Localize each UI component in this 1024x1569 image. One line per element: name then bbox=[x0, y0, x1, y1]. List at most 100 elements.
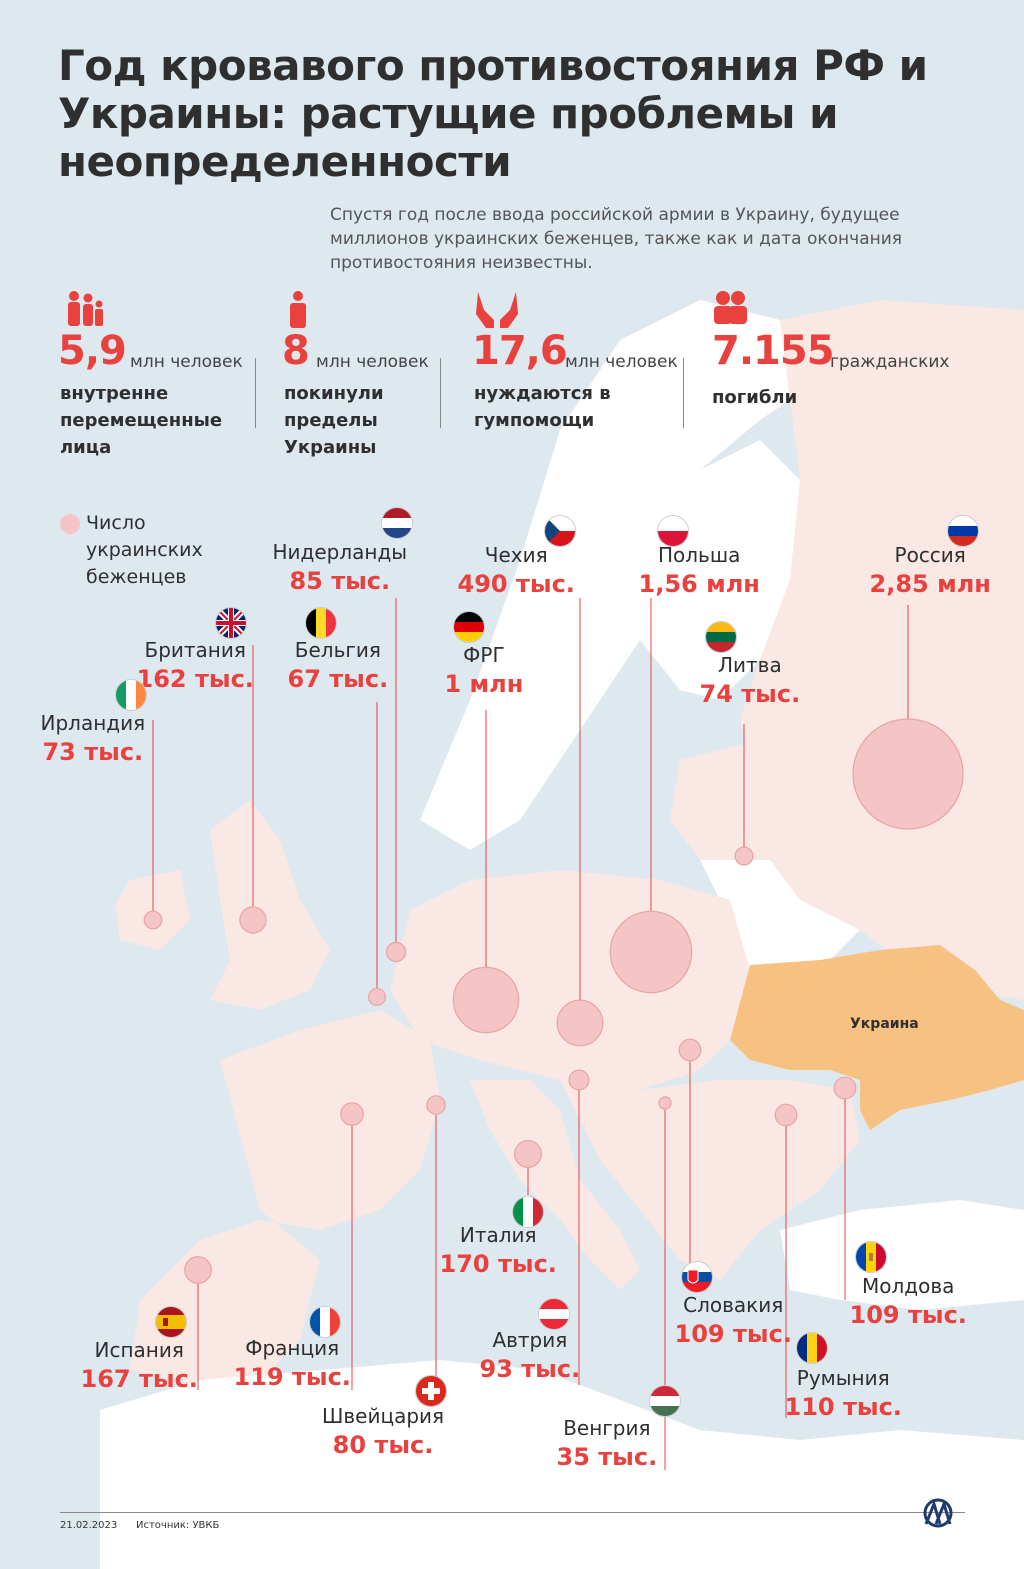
refugee-bubble-czechia bbox=[556, 999, 604, 1047]
refugee-bubble-russia bbox=[852, 718, 964, 830]
footer-source: Источник: УВКБ bbox=[136, 1520, 220, 1531]
refugee-count: 2,85 млн bbox=[869, 570, 991, 598]
country-label-germany: ФРГ 1 млн bbox=[445, 641, 524, 699]
refugee-count: 167 тыс. bbox=[80, 1365, 198, 1393]
refugee-bubble-switzerland bbox=[426, 1095, 446, 1115]
refugee-bubble-belgium bbox=[368, 987, 387, 1006]
stat-label: погибли bbox=[712, 387, 798, 408]
stat-value: 7.155 bbox=[712, 328, 835, 374]
country-label-netherlands: Нидерланды 85 тыс. bbox=[273, 538, 408, 596]
country-label-czechia: Чехия 490 тыс. bbox=[458, 541, 575, 599]
stat-unit: млн человек bbox=[316, 352, 429, 372]
lithuania-flag-icon bbox=[705, 621, 737, 653]
scandinavia-land bbox=[420, 300, 820, 850]
country-name: Словакия bbox=[683, 1293, 784, 1317]
country-label-austria: Автрия 93 тыс. bbox=[480, 1326, 581, 1384]
country-name: ФРГ bbox=[463, 643, 505, 667]
refugee-count: 109 тыс. bbox=[849, 1301, 967, 1329]
poland-flag-icon bbox=[657, 515, 689, 547]
switzerland-flag-icon bbox=[415, 1375, 447, 1407]
spain-flag-icon bbox=[155, 1306, 187, 1338]
refugee-count: 73 тыс. bbox=[42, 738, 144, 766]
refugee-count: 109 тыс. bbox=[674, 1320, 792, 1348]
refugee-bubble-moldova bbox=[833, 1076, 857, 1100]
country-label-italy: Италия 170 тыс. bbox=[440, 1221, 557, 1279]
refugee-count: 119 тыс. bbox=[233, 1363, 351, 1391]
stat-value: 8 bbox=[282, 328, 310, 374]
stat-value: 17,6 bbox=[472, 328, 568, 374]
refugee-count: 162 тыс. bbox=[136, 665, 254, 693]
slovakia-flag-icon bbox=[681, 1261, 713, 1293]
country-label-slovakia: Словакия 109 тыс. bbox=[675, 1291, 792, 1349]
country-name: Венгрия bbox=[563, 1416, 651, 1440]
refugee-bubble-lithuania bbox=[734, 846, 754, 866]
hands-icon bbox=[476, 292, 518, 328]
czechia-flag-icon bbox=[544, 515, 576, 547]
france-flag-icon bbox=[309, 1306, 341, 1338]
country-label-spain: Испания 167 тыс. bbox=[81, 1336, 198, 1394]
refugee-count: 74 тыс. bbox=[699, 680, 801, 708]
country-label-belgium: Бельгия 67 тыс. bbox=[288, 636, 389, 694]
stat-unit: млн человек bbox=[565, 352, 678, 372]
refugee-count: 80 тыс. bbox=[332, 1431, 434, 1459]
north-africa-land bbox=[100, 1360, 1024, 1569]
germany-flag-icon bbox=[453, 611, 485, 643]
refugee-count: 35 тыс. bbox=[556, 1443, 658, 1471]
country-label-poland: Польша 1,56 млн bbox=[639, 541, 760, 599]
uk-land bbox=[210, 800, 330, 1010]
stat-unit: гражданских bbox=[830, 352, 950, 372]
country-label-lithuania: Литва 74 тыс. bbox=[700, 651, 801, 709]
finland-land bbox=[640, 440, 800, 700]
ukraine-land bbox=[730, 945, 1024, 1130]
ireland-flag-icon bbox=[115, 679, 147, 711]
footer-divider bbox=[60, 1512, 965, 1513]
divider bbox=[683, 358, 684, 428]
page-title: Год кровавого противостояния РФ и Украин… bbox=[58, 41, 928, 186]
refugee-bubble-germany bbox=[452, 966, 520, 1034]
legend-label: Число украинских беженцев bbox=[86, 512, 203, 588]
divider bbox=[440, 358, 441, 428]
hungary-flag-icon bbox=[649, 1385, 681, 1417]
country-name: Швейцария bbox=[322, 1404, 445, 1428]
refugee-bubble-hungary bbox=[658, 1096, 672, 1110]
turkey-land bbox=[780, 1200, 1024, 1310]
page-subtitle: Спустя год после ввода российской армии … bbox=[330, 205, 903, 273]
russia-flag-icon bbox=[947, 515, 979, 547]
divider bbox=[255, 358, 256, 428]
refugee-count: 1,56 млн bbox=[638, 570, 760, 598]
refugee-count: 93 тыс. bbox=[479, 1355, 581, 1383]
country-label-france: Франция 119 тыс. bbox=[234, 1334, 351, 1392]
refugee-count: 170 тыс. bbox=[439, 1250, 557, 1278]
country-label-uk: Британия 162 тыс. bbox=[137, 636, 254, 694]
balkans-land bbox=[560, 1080, 860, 1280]
country-name: Румыния bbox=[796, 1366, 890, 1390]
refugee-bubble-netherlands bbox=[385, 941, 407, 963]
russia-land bbox=[740, 300, 1024, 1000]
country-name: Нидерланды bbox=[272, 540, 408, 564]
person-luggage-icon bbox=[290, 291, 306, 328]
country-name: Франция bbox=[245, 1336, 340, 1360]
stat-label: покинули пределы Украины bbox=[284, 383, 384, 458]
austria-flag-icon bbox=[538, 1298, 570, 1330]
refugee-count: 67 тыс. bbox=[287, 665, 389, 693]
stat-label: нуждаются в гумпомощи bbox=[474, 383, 611, 431]
refugee-count: 110 тыс. bbox=[784, 1393, 902, 1421]
refugee-bubble-romania bbox=[774, 1103, 798, 1127]
country-name: Бельгия bbox=[294, 638, 381, 662]
uk-flag-icon bbox=[215, 607, 247, 639]
legend-bubble-icon bbox=[60, 514, 80, 534]
netherlands-flag-icon bbox=[381, 507, 413, 539]
refugee-count: 1 млн bbox=[444, 670, 524, 698]
country-label-hungary: Венгрия 35 тыс. bbox=[557, 1414, 658, 1472]
aa-logo-icon bbox=[923, 1498, 953, 1528]
country-name: Ирландия bbox=[40, 711, 146, 735]
country-name: Автрия bbox=[492, 1328, 568, 1352]
refugee-bubble-slovakia bbox=[678, 1038, 702, 1062]
country-name: Чехия bbox=[484, 543, 548, 567]
country-label-switzerland: Швейцария 80 тыс. bbox=[322, 1402, 444, 1460]
people-icon bbox=[714, 291, 747, 324]
country-name: Россия bbox=[894, 543, 966, 567]
